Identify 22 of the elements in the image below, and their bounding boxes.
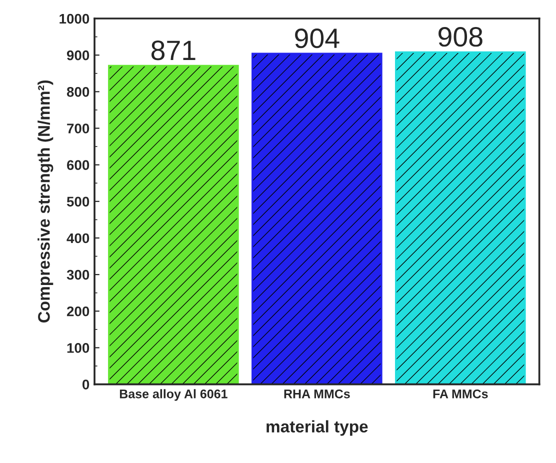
- x-tick-label: FA MMCs: [433, 389, 488, 398]
- y-tick-label: 700: [67, 124, 90, 134]
- y-tick-label: 100: [67, 343, 90, 353]
- y-tick-label: 200: [66, 306, 90, 316]
- data-label: 871: [151, 40, 196, 60]
- y-tick-label: 900: [66, 50, 90, 60]
- y-tick-label: 600: [66, 160, 90, 170]
- y-axis-title: Compressive strength (N/mm²): [38, 80, 54, 322]
- y-tick-label: 0: [82, 380, 90, 390]
- x-axis-title: material type: [266, 420, 368, 436]
- bar: [108, 64, 239, 384]
- y-tick-label: 800: [66, 87, 90, 97]
- y-tick-label: 300: [66, 270, 90, 280]
- x-tick-label: Base alloy Al 6061: [120, 389, 228, 401]
- data-label: 904: [295, 28, 340, 48]
- x-tick-label: RHA MMCs: [284, 389, 350, 398]
- data-label: 908: [438, 27, 482, 47]
- y-tick-label: 1000: [60, 14, 90, 24]
- y-tick-label: 500: [66, 196, 90, 207]
- bar: [395, 51, 526, 384]
- y-tick-label: 400: [66, 233, 90, 244]
- bar: [252, 52, 382, 384]
